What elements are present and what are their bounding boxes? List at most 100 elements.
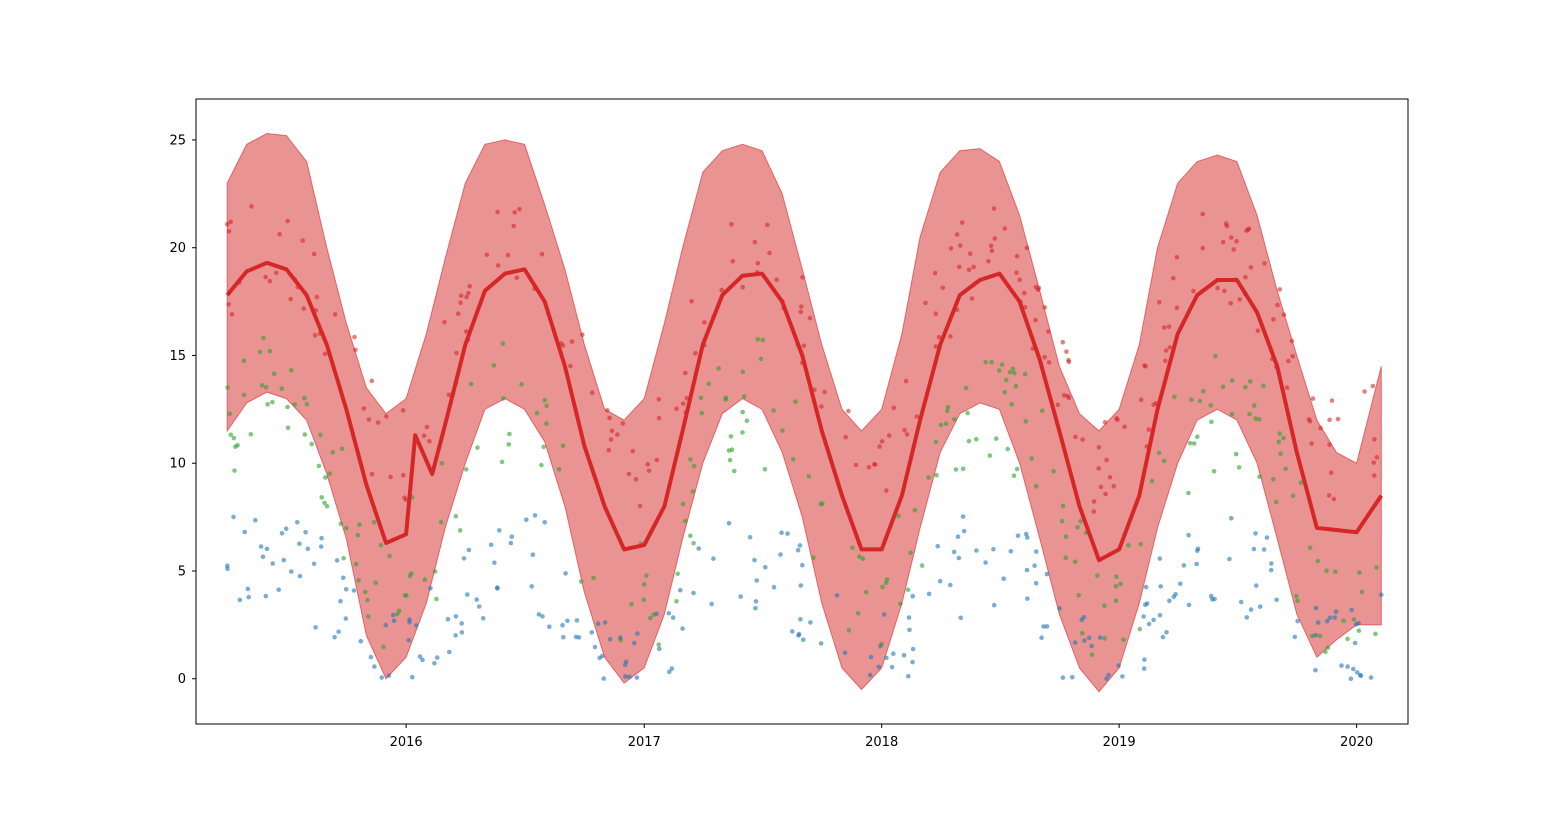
min-point bbox=[407, 617, 412, 622]
min-point bbox=[417, 654, 423, 659]
max-point bbox=[1174, 254, 1180, 260]
mid-point bbox=[468, 381, 474, 387]
max-point bbox=[1060, 339, 1066, 345]
max-point bbox=[1290, 354, 1295, 359]
max-point bbox=[807, 315, 813, 321]
min-point bbox=[237, 597, 243, 603]
mid-point bbox=[381, 644, 386, 650]
max-point bbox=[966, 267, 972, 273]
min-point bbox=[476, 604, 482, 609]
mid-point bbox=[1191, 441, 1197, 446]
min-point bbox=[319, 535, 324, 541]
mid-point bbox=[500, 341, 506, 346]
min-point bbox=[576, 635, 582, 640]
min-point bbox=[785, 531, 790, 536]
min-point bbox=[225, 566, 230, 572]
min-point bbox=[589, 630, 595, 635]
min-point bbox=[868, 654, 874, 660]
mid-point bbox=[1261, 383, 1266, 389]
mid-point bbox=[1315, 558, 1321, 564]
max-point bbox=[580, 332, 585, 338]
max-point bbox=[620, 421, 626, 426]
max-point bbox=[401, 473, 406, 478]
min-point bbox=[459, 630, 465, 635]
max-point bbox=[1331, 496, 1337, 502]
mid-point bbox=[1351, 617, 1357, 622]
mid-point bbox=[656, 642, 661, 647]
mid-point bbox=[1200, 389, 1206, 394]
mid-point bbox=[1012, 370, 1017, 376]
max-point bbox=[1191, 288, 1196, 294]
mid-point bbox=[790, 457, 796, 462]
max-point bbox=[891, 405, 897, 411]
min-point bbox=[958, 615, 963, 621]
min-point bbox=[297, 573, 303, 579]
mid-point bbox=[539, 462, 544, 468]
mid-point bbox=[407, 573, 413, 579]
mid-point bbox=[996, 368, 1002, 373]
max-point bbox=[609, 428, 615, 434]
min-point bbox=[497, 528, 502, 533]
min-point bbox=[974, 548, 979, 553]
mid-point bbox=[263, 385, 269, 390]
max-point bbox=[424, 424, 430, 430]
max-point bbox=[886, 433, 892, 438]
min-point bbox=[1034, 549, 1039, 554]
max-point bbox=[819, 404, 824, 409]
mid-point bbox=[578, 579, 584, 584]
min-point bbox=[956, 555, 962, 561]
mid-point bbox=[560, 443, 566, 449]
mid-point bbox=[953, 467, 959, 472]
mid-point bbox=[1325, 645, 1331, 650]
mid-point bbox=[519, 382, 524, 387]
mid-point bbox=[945, 404, 951, 410]
mid-point bbox=[339, 446, 345, 452]
max-point bbox=[1114, 416, 1119, 421]
max-point bbox=[719, 287, 724, 293]
max-point bbox=[1055, 402, 1061, 408]
min-point bbox=[1097, 635, 1103, 640]
max-point bbox=[971, 264, 976, 270]
max-point bbox=[1372, 437, 1377, 442]
min-point bbox=[754, 578, 759, 583]
max-point bbox=[932, 270, 938, 276]
mid-point bbox=[905, 587, 911, 593]
max-point bbox=[353, 347, 358, 353]
max-point bbox=[948, 246, 954, 251]
mid-point bbox=[727, 457, 733, 463]
min-point bbox=[253, 517, 258, 523]
max-point bbox=[301, 306, 307, 311]
min-point bbox=[453, 614, 459, 619]
min-point bbox=[1060, 675, 1066, 680]
min-point bbox=[1324, 618, 1330, 624]
mid-point bbox=[228, 432, 234, 438]
mid-point bbox=[1063, 534, 1069, 539]
max-point bbox=[388, 474, 393, 480]
min-point bbox=[1332, 615, 1338, 620]
mid-point bbox=[896, 513, 901, 519]
mid-point bbox=[1161, 458, 1167, 464]
mid-point bbox=[248, 432, 254, 437]
plot-area bbox=[225, 132, 1384, 693]
max-point bbox=[1166, 324, 1172, 330]
max-point bbox=[1151, 402, 1156, 408]
max-point bbox=[1362, 389, 1367, 394]
min-point bbox=[231, 514, 236, 520]
min-point bbox=[753, 599, 759, 604]
mid-point bbox=[362, 589, 368, 595]
mid-point bbox=[1290, 493, 1296, 499]
max-point bbox=[774, 277, 779, 283]
max-point bbox=[933, 344, 939, 349]
min-point bbox=[303, 530, 308, 535]
mid-point bbox=[1118, 581, 1123, 587]
mid-point bbox=[989, 360, 994, 365]
mid-point bbox=[1095, 573, 1100, 578]
min-point bbox=[391, 618, 397, 624]
mid-point bbox=[285, 404, 290, 410]
mid-point bbox=[453, 513, 459, 519]
mid-point bbox=[302, 395, 307, 401]
mid-point bbox=[1003, 377, 1009, 383]
max-point bbox=[1046, 360, 1052, 365]
mid-point bbox=[241, 392, 247, 398]
mid-point bbox=[966, 438, 972, 444]
